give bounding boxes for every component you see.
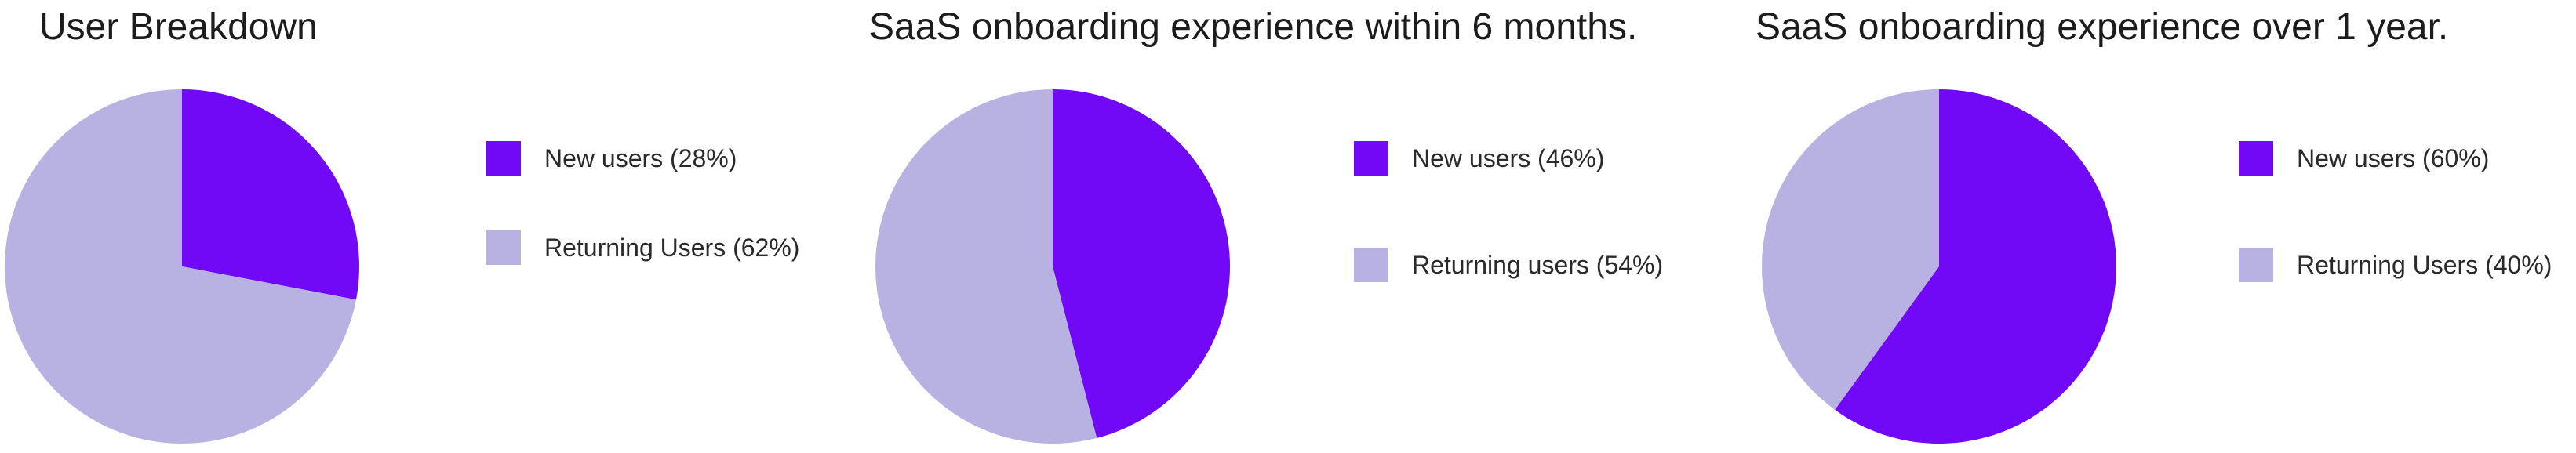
legend-swatch (486, 141, 521, 176)
legend-item-returning-users: Returning users (54%) (1354, 248, 1663, 282)
pie-slice-new-users (1053, 89, 1231, 438)
legend-label: Returning Users (62%) (544, 234, 800, 262)
pie-slice-returning-users (4, 89, 356, 444)
legend-label: New users (60%) (2297, 144, 2490, 172)
legend-swatch (2239, 141, 2273, 176)
chart-title: User Breakdown (39, 6, 318, 48)
legend-label: New users (28%) (544, 144, 737, 172)
pie-slice-returning-users (875, 89, 1097, 444)
pie-slice-returning-users (1762, 89, 1939, 410)
chart-panel-over-1-year: SaaS onboarding experience over 1 year. … (1749, 0, 2576, 453)
pie-slice-new-users (1835, 89, 2116, 444)
pie-slice-new-users (182, 89, 359, 300)
pie-chart (4, 89, 359, 444)
pie-chart (1762, 89, 2116, 444)
chart-panel-within-6-months: SaaS onboarding experience within 6 mont… (863, 0, 1749, 453)
legend-item-returning-users: Returning Users (40%) (2239, 248, 2552, 282)
pie-chart (875, 89, 1231, 444)
chart-panel-user-breakdown: User Breakdown New users (28%) Returning… (0, 0, 863, 453)
legend-item-new-users: New users (28%) (486, 141, 737, 176)
legend-swatch (1354, 141, 1388, 176)
legend-item-new-users: New users (46%) (1354, 141, 1604, 176)
legend-label: Returning users (54%) (1412, 251, 1664, 279)
legend-item-returning-users: Returning Users (62%) (486, 230, 799, 265)
chart-title: SaaS onboarding experience within 6 mont… (869, 6, 1638, 48)
legend-label: Returning Users (40%) (2297, 251, 2552, 279)
legend-swatch (1354, 248, 1388, 282)
legend-label: New users (46%) (1412, 144, 1605, 172)
chart-title: SaaS onboarding experience over 1 year. (1756, 6, 2449, 48)
legend-swatch (2239, 248, 2273, 282)
legend-item-new-users: New users (60%) (2239, 141, 2489, 176)
legend-swatch (486, 230, 521, 265)
